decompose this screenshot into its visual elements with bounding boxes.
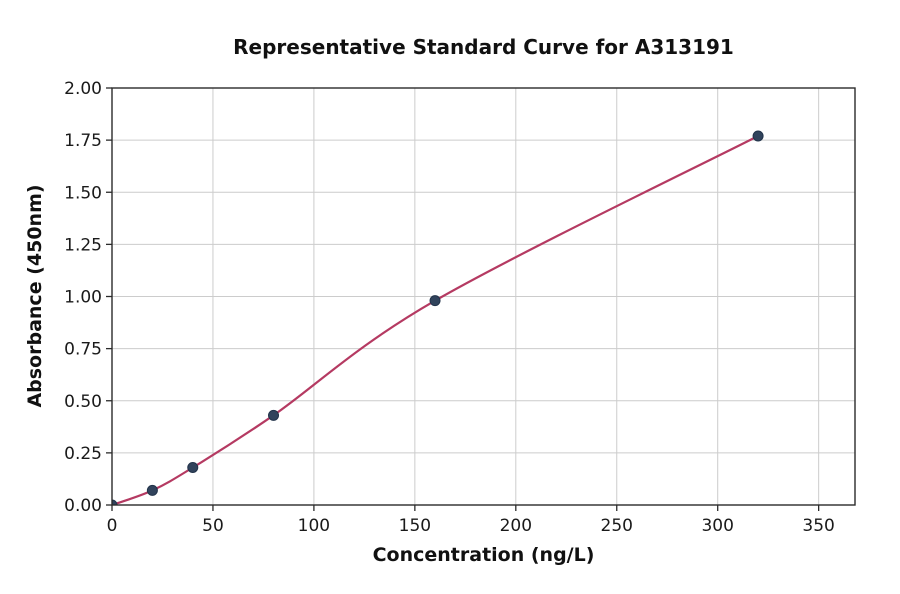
y-tick-label: 0.75 <box>64 340 102 360</box>
y-tick-label: 1.50 <box>64 183 102 203</box>
plot-border <box>111 87 856 506</box>
data-layer <box>112 130 764 505</box>
y-tick-label: 0.00 <box>64 496 102 516</box>
data-point <box>752 130 764 142</box>
data-point <box>268 409 280 421</box>
x-tick-label: 0 <box>107 516 118 536</box>
x-tick-label: 100 <box>298 516 330 536</box>
y-tick-label: 0.25 <box>64 444 102 464</box>
x-tick-label: 250 <box>601 516 633 536</box>
data-point <box>112 499 118 505</box>
data-point <box>146 484 158 496</box>
x-tick-label: 200 <box>500 516 532 536</box>
x-tick-label: 350 <box>802 516 834 536</box>
data-point <box>187 461 199 473</box>
x-tick-label: 150 <box>399 516 431 536</box>
chart-title: Representative Standard Curve for A31319… <box>233 35 734 59</box>
y-tick-label: 2.00 <box>64 79 102 99</box>
y-tick-label: 0.50 <box>64 392 102 412</box>
x-tick-label: 50 <box>202 516 224 536</box>
fit-curve <box>112 135 759 505</box>
y-tick-label: 1.75 <box>64 131 102 151</box>
x-axis-label: Concentration (ng/L) <box>372 544 595 566</box>
x-tick-label: 300 <box>701 516 733 536</box>
y-tick-label: 1.00 <box>64 288 102 308</box>
y-tick-label: 1.25 <box>64 235 102 255</box>
data-point <box>429 295 441 307</box>
